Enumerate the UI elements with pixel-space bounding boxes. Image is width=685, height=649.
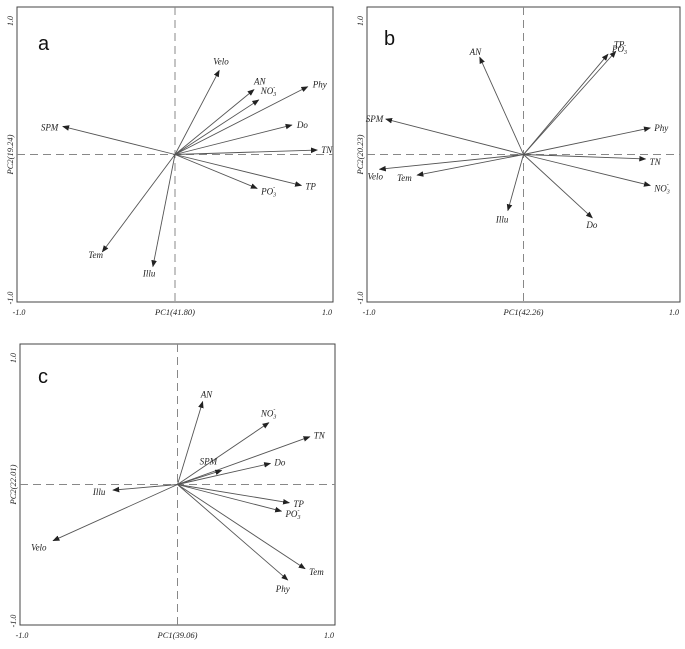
x-tick-label-max: 1.0 (322, 308, 332, 317)
vector-po3 (174, 154, 258, 189)
vector-illu (112, 484, 178, 493)
vector-label-an: AN (253, 77, 266, 87)
vector-tn (523, 154, 647, 162)
vector-phy (523, 126, 651, 155)
biplot-panel-c: c PC1(39.06) PC2(22.01) -1.0 1.0 1.0 -1.0 AN NO3… (8, 343, 336, 640)
vector-label-do: Do (273, 457, 285, 467)
vector-tem (101, 154, 176, 253)
vector-label-illu: Illu (92, 487, 106, 497)
vector-label-tn: TN (650, 157, 662, 167)
vector-an (174, 89, 255, 155)
vector-label-po3: PO3- (284, 508, 300, 521)
panel-letter: c (38, 366, 48, 388)
vector-label-tem: Tem (309, 567, 324, 577)
vector-do (174, 123, 293, 155)
vector-phy (174, 86, 309, 155)
vector-label-illu: Illu (142, 269, 156, 279)
y-tick-label-max: 1.0 (6, 16, 15, 26)
x-axis-label: PC1(42.26) (503, 307, 544, 317)
panel-letter: a (38, 33, 50, 55)
biplot-panel-a: a PC1(41.80) PC2(19.24) -1.0 1.0 1.0 -1.0 Velo A… (5, 6, 334, 317)
vector-illu (151, 154, 176, 268)
vector-label-do: Do (296, 120, 308, 130)
vector-label-phy: Phy (312, 80, 327, 90)
vector-label-po3: PO3- (611, 43, 627, 56)
vector-label-tn: TN (321, 145, 333, 155)
vector-label-phy: Phy (275, 584, 290, 594)
vector-label-tp: TP (293, 499, 304, 509)
y-axis-label: PC2(20.23) (355, 134, 365, 175)
vector-label-tem: Tem (397, 173, 412, 183)
vector-label-tp: TP (305, 181, 316, 191)
vector-po3 (523, 53, 609, 155)
vector-tp (174, 154, 303, 187)
vector-spm (385, 117, 524, 155)
vector-label-no3: NO3- (260, 85, 277, 98)
x-axis-label: PC1(41.80) (154, 307, 195, 317)
vector-do (177, 462, 272, 485)
vector-label-illu: Illu (495, 215, 509, 225)
vector-velo (52, 484, 178, 542)
vector-tp (177, 484, 291, 505)
y-tick-label-min: -1.0 (6, 292, 15, 305)
vector-label-tn: TN (314, 431, 326, 441)
vector-po3 (177, 484, 283, 513)
vector-label-phy: Phy (653, 123, 668, 133)
y-tick-label-max: 1.0 (9, 353, 18, 363)
x-tick-label-min: -1.0 (363, 308, 376, 317)
x-tick-label-max: 1.0 (324, 631, 334, 640)
vector-label-tem: Tem (88, 250, 103, 260)
vector-label-do: Do (585, 220, 597, 230)
vector-label-no3: NO3- (260, 408, 277, 421)
vector-velo (174, 69, 220, 155)
vector-label-spm: SPM (366, 114, 384, 124)
y-tick-label-max: 1.0 (356, 16, 365, 26)
x-axis-label: PC1(39.06) (157, 630, 198, 640)
vector-no3 (174, 99, 260, 155)
vector-an (479, 56, 524, 155)
vector-label-an: AN (469, 47, 482, 57)
vector-tem (416, 154, 524, 177)
vector-do (523, 154, 593, 219)
vector-tn (174, 147, 318, 155)
vector-spm (62, 125, 176, 155)
vector-spm (177, 469, 223, 485)
vector-label-spm: SPM (41, 122, 59, 132)
vector-velo (378, 154, 524, 172)
vector-label-velo: Velo (31, 543, 47, 553)
vector-tn (177, 436, 311, 485)
vector-phy (177, 484, 289, 581)
x-tick-label-min: -1.0 (16, 631, 29, 640)
x-tick-label-max: 1.0 (669, 308, 679, 317)
vector-tem (177, 484, 306, 570)
vector-tp (523, 50, 617, 155)
vector-label-spm: SPM (200, 456, 218, 466)
vector-label-po3: PO3- (260, 185, 276, 198)
vector-an (177, 400, 204, 485)
y-axis-label: PC2(22.01) (8, 464, 18, 505)
x-tick-label-min: -1.0 (13, 308, 26, 317)
y-tick-label-min: -1.0 (9, 615, 18, 628)
vector-no3 (523, 154, 651, 187)
panel-letter: b (384, 28, 395, 50)
vector-illu (506, 154, 524, 212)
vector-label-an: AN (200, 390, 213, 400)
y-axis-label: PC2(19.24) (5, 134, 15, 175)
vector-label-no3: NO3- (653, 182, 670, 195)
y-tick-label-min: -1.0 (356, 292, 365, 305)
vector-no3 (177, 422, 270, 485)
vector-label-velo: Velo (213, 56, 229, 66)
vector-label-velo: Velo (368, 171, 384, 181)
vector-label-tp: TP (614, 39, 625, 49)
